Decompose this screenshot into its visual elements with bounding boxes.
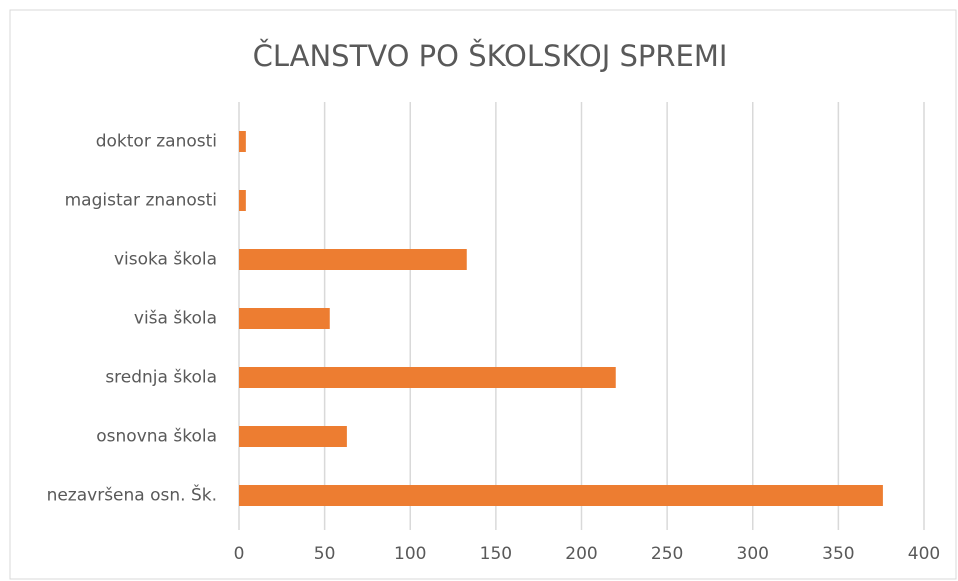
x-tick-label: 50 — [314, 544, 336, 564]
y-tick-label: srednja škola — [105, 368, 217, 388]
chart-border — [9, 9, 957, 580]
chart-title: ČLANSTVO PO ŠKOLSKOJ SPREMI — [253, 39, 728, 73]
y-tick-label: nezavršena osn. Šk. — [47, 484, 217, 506]
bar — [239, 367, 616, 388]
x-tick-label: 400 — [908, 544, 940, 564]
bar — [239, 308, 330, 329]
bar — [239, 426, 347, 447]
y-tick-label: magistar znanosti — [65, 191, 217, 211]
x-tick-label: 150 — [480, 544, 512, 564]
x-tick-label: 0 — [234, 544, 245, 564]
y-tick-label: viša škola — [134, 309, 217, 329]
x-tick-label: 300 — [737, 544, 769, 564]
bar — [239, 131, 246, 152]
y-tick-label: doktor zanosti — [96, 132, 217, 152]
y-tick-label: osnovna škola — [96, 427, 217, 447]
bar — [239, 190, 246, 211]
x-tick-label: 100 — [394, 544, 426, 564]
x-tick-label: 250 — [651, 544, 683, 564]
bar — [239, 485, 883, 506]
bar — [239, 249, 467, 270]
y-tick-label: visoka škola — [114, 250, 217, 270]
x-tick-label: 200 — [565, 544, 597, 564]
x-tick-label: 350 — [822, 544, 854, 564]
